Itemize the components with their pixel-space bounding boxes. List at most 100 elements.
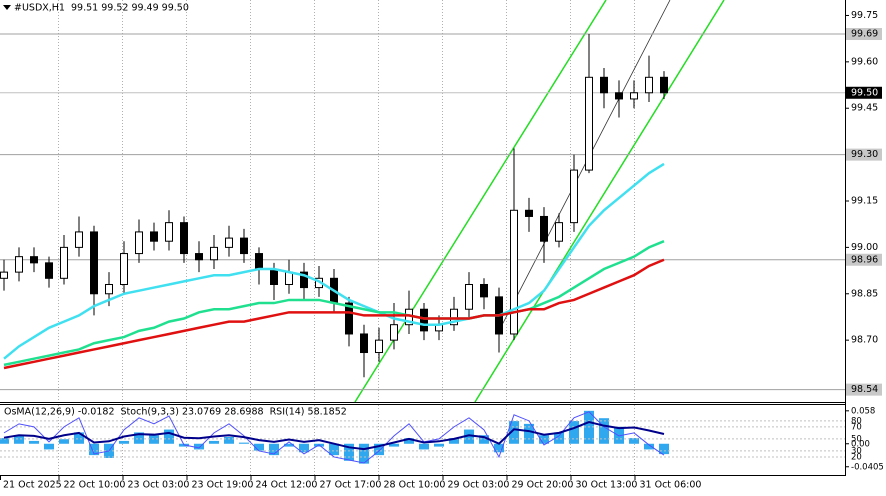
y-tick-label: 99.60 — [851, 56, 878, 67]
osma-bar — [554, 432, 564, 444]
candle-body — [75, 231, 83, 248]
time-label: 30 Oct 13:00 — [576, 480, 638, 491]
osma-bar — [44, 443, 54, 450]
osma-bar — [404, 438, 414, 444]
candle-body — [225, 237, 233, 248]
rsi-line — [3, 421, 665, 451]
osma-bar — [74, 432, 84, 444]
moving-average — [3, 258, 665, 370]
osma-bar — [524, 423, 534, 444]
candle-body — [465, 283, 473, 310]
osma-bar — [14, 435, 24, 444]
candle-body — [105, 283, 113, 295]
osma-bar — [134, 432, 144, 444]
osma-bar — [509, 421, 519, 444]
level-label-bg — [846, 86, 882, 99]
y-tick-label: 99.00 — [851, 242, 878, 253]
level-label: 98.96 — [851, 254, 878, 265]
osma-tick-label: -0.0405 — [851, 462, 884, 472]
osma-bar — [194, 443, 204, 450]
osma-bar — [449, 438, 459, 444]
osma-bar — [329, 443, 339, 456]
osma-bar — [299, 443, 309, 453]
candle-body — [570, 169, 578, 224]
osma-bar — [389, 443, 399, 447]
candle-body — [450, 308, 458, 326]
level-label: 98.54 — [851, 384, 878, 395]
osma-bar — [659, 443, 669, 455]
osma-tick-label: 0.058 — [851, 406, 875, 416]
candle-body — [90, 231, 98, 295]
price-pane — [0, 0, 845, 403]
osma-bar — [539, 435, 549, 444]
time-axis: 21 Oct 2025 22 Oct 10:00 23 Oct 03:00 23 Oc… — [0, 476, 702, 491]
level-label-bg — [846, 383, 882, 396]
chart-title: #USDX,H1 99.51 99.52 99.49 99.50 — [14, 3, 189, 14]
candle-body — [540, 215, 548, 242]
osma-bar — [0, 438, 9, 444]
y-tick-label: 99.75 — [851, 10, 878, 21]
moving-average — [3, 162, 665, 360]
osma-bar — [464, 429, 474, 444]
osma-bar — [224, 436, 234, 444]
osc-tick-label: 70 — [851, 422, 862, 432]
osma-bar — [374, 443, 384, 456]
candle-body — [300, 271, 308, 289]
candle-body — [30, 256, 38, 264]
candle-body — [525, 209, 533, 217]
osma-bar — [284, 443, 294, 447]
level-label-bg — [846, 148, 882, 161]
candle-body — [180, 222, 188, 255]
time-label: 28 Oct 10:00 — [384, 480, 446, 491]
price-axis-bg — [845, 0, 886, 496]
osma-bar — [29, 440, 39, 444]
osma-bar — [494, 443, 504, 453]
candle-body — [15, 256, 23, 273]
osma-bar — [239, 442, 249, 444]
candle-body — [135, 231, 143, 255]
osc-tick-label: 80 — [851, 416, 862, 426]
y-tick-label: 99.45 — [851, 103, 878, 114]
osma-bar — [59, 439, 69, 444]
y-tick-label: 99.15 — [851, 196, 878, 207]
level-label: 99.69 — [851, 29, 878, 40]
candle-body — [420, 308, 428, 332]
candle-body — [480, 283, 488, 298]
osma-bar — [89, 443, 99, 456]
osma-bar — [599, 418, 609, 444]
osma-bar — [164, 429, 174, 444]
osma-bar — [644, 443, 654, 450]
candle-body — [630, 92, 638, 100]
level-label: 99.30 — [851, 149, 878, 160]
candle-body — [645, 76, 653, 94]
menu-arrow — [3, 5, 11, 10]
moving-average — [3, 240, 665, 367]
stoch-line — [3, 411, 665, 464]
time-label: 31 Oct 06:00 — [640, 480, 702, 491]
indicator-label: OsMA(12,26,9) -0.0182 Stoch(9,3,3) 23.07… — [4, 407, 347, 418]
time-label: 29 Oct 03:00 — [448, 480, 510, 491]
osma-bar — [359, 443, 369, 464]
level-label: 99.50 — [851, 87, 878, 98]
candle-body — [600, 76, 608, 94]
osma-bar — [254, 443, 264, 451]
osma-bar — [434, 443, 444, 447]
osma-tick-label: 0.00 — [851, 439, 870, 449]
candle-body — [555, 222, 563, 242]
candle-body — [615, 92, 623, 100]
candle-body — [150, 231, 158, 242]
candle-body — [345, 302, 353, 335]
time-label: 21 Oct 2025 — [3, 480, 62, 491]
osma-bar — [419, 443, 429, 450]
time-label: 23 Oct 19:00 — [192, 480, 254, 491]
candle-body — [60, 246, 68, 279]
osma-bar — [614, 426, 624, 444]
candle-body — [45, 262, 53, 279]
level-label-bg — [846, 253, 882, 266]
candle-body — [360, 333, 368, 354]
indicator-pane — [0, 410, 845, 464]
osma-bar — [629, 438, 639, 444]
candle-body — [390, 324, 398, 341]
